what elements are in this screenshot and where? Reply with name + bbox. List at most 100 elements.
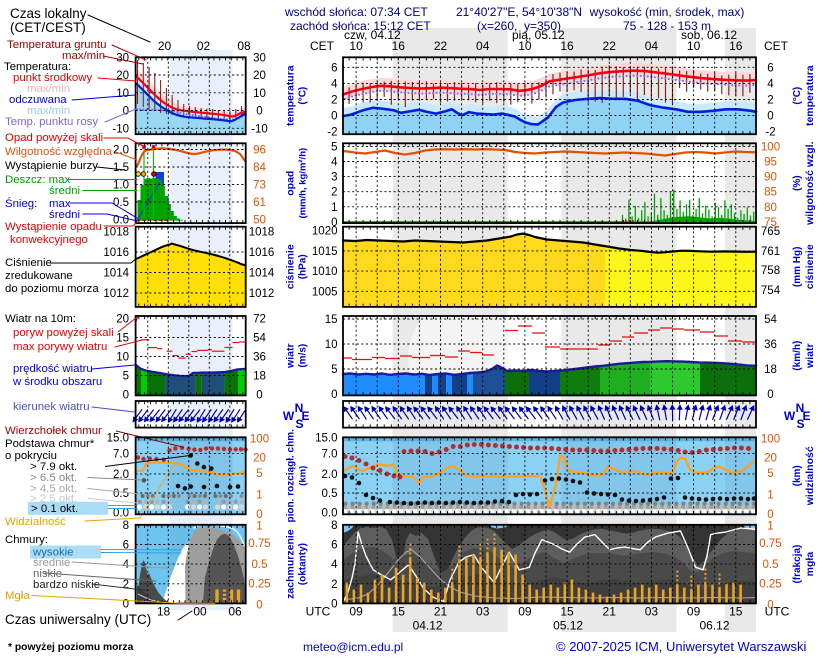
- svg-text:0: 0: [767, 389, 773, 401]
- svg-text:Ciśnienie: Ciśnienie: [5, 257, 52, 269]
- svg-text:04.12: 04.12: [413, 619, 443, 633]
- svg-text:0: 0: [256, 509, 262, 521]
- svg-text:02: 02: [197, 39, 211, 53]
- svg-text:konwekcyjnego: konwekcyjnego: [10, 234, 88, 246]
- svg-text:15: 15: [729, 605, 743, 619]
- svg-text:1020: 1020: [312, 226, 338, 238]
- svg-text:wysokość (min, środek, max): wysokość (min, środek, max): [589, 5, 745, 19]
- svg-text:-2: -2: [327, 127, 337, 139]
- svg-text:(oktanty): (oktanty): [298, 543, 309, 585]
- svg-text:wiatr: wiatr: [804, 343, 816, 369]
- svg-text:max porywy wiatru: max porywy wiatru: [13, 341, 107, 353]
- svg-text:(x=260, y=350): (x=260, y=350): [477, 19, 561, 33]
- svg-text:765: 765: [761, 226, 780, 238]
- svg-text:21: 21: [434, 605, 448, 619]
- svg-text:03: 03: [645, 605, 659, 619]
- svg-text:1012: 1012: [103, 288, 129, 300]
- svg-text:6: 6: [767, 62, 773, 74]
- svg-text:2.0: 2.0: [322, 469, 338, 481]
- svg-text:0: 0: [331, 111, 337, 123]
- svg-text:03: 03: [476, 605, 490, 619]
- svg-text:2: 2: [331, 579, 337, 591]
- svg-text:1012: 1012: [249, 288, 275, 300]
- svg-text:73: 73: [253, 180, 266, 192]
- svg-text:0: 0: [767, 509, 773, 521]
- svg-text:84: 84: [253, 162, 266, 174]
- svg-text:(hPa): (hPa): [298, 254, 309, 279]
- svg-text:(mm/h, kg/m²/h): (mm/h, kg/m²/h): [298, 148, 309, 219]
- svg-text:wschód słońca: 07:34 CET: wschód słońca: 07:34 CET: [284, 5, 428, 19]
- svg-text:W: W: [283, 409, 295, 423]
- svg-text:80: 80: [764, 202, 777, 214]
- svg-text:Opad powyżej skali: Opad powyżej skali: [5, 132, 103, 144]
- svg-text:2: 2: [331, 187, 337, 199]
- svg-text:1: 1: [331, 202, 337, 214]
- svg-text:CET: CET: [310, 39, 335, 53]
- svg-text:36: 36: [764, 339, 777, 351]
- svg-text:zredukowane: zredukowane: [5, 270, 73, 282]
- svg-text:wiatr: wiatr: [285, 343, 297, 369]
- svg-text:(°C): (°C): [298, 87, 309, 105]
- svg-text:09: 09: [349, 605, 363, 619]
- svg-text:0.75: 0.75: [759, 538, 781, 550]
- svg-text:100: 100: [761, 433, 780, 445]
- svg-text:0: 0: [256, 106, 262, 118]
- svg-text:1016: 1016: [103, 247, 129, 259]
- svg-text:10: 10: [116, 88, 129, 100]
- svg-text:18: 18: [764, 364, 777, 376]
- svg-text:10: 10: [253, 88, 266, 100]
- svg-text:ciśnienie: ciśnienie: [285, 244, 297, 289]
- svg-text:20: 20: [764, 452, 777, 464]
- svg-text:1.5: 1.5: [113, 162, 129, 174]
- svg-text:1015: 1015: [312, 246, 338, 258]
- svg-text:(frakcja): (frakcja): [792, 545, 803, 584]
- svg-text:50: 50: [253, 215, 266, 227]
- svg-text:Śnieg:: Śnieg:: [5, 197, 37, 210]
- svg-text:0.5: 0.5: [322, 488, 338, 500]
- svg-text:90: 90: [764, 172, 777, 184]
- svg-text:1: 1: [767, 490, 773, 502]
- svg-text:54: 54: [253, 333, 266, 345]
- svg-text:* powyżej poziomu morza: * powyżej poziomu morza: [8, 642, 134, 653]
- svg-text:1.0: 1.0: [113, 180, 129, 192]
- svg-text:2: 2: [123, 579, 129, 591]
- svg-text:1018: 1018: [249, 227, 275, 239]
- svg-text:08: 08: [237, 39, 251, 53]
- svg-text:Mgła: Mgła: [5, 590, 30, 602]
- svg-text:15: 15: [560, 605, 574, 619]
- svg-text:-2: -2: [765, 127, 775, 139]
- svg-text:0.5: 0.5: [113, 197, 129, 209]
- svg-text:3: 3: [331, 172, 337, 184]
- svg-text:UTC: UTC: [306, 605, 331, 619]
- svg-text:00: 00: [193, 605, 207, 619]
- svg-text:wilgotność wzgl.: wilgotność wzgl.: [804, 141, 816, 225]
- svg-text:(km/h): (km/h): [792, 341, 803, 371]
- svg-text:(%): (%): [792, 175, 803, 191]
- svg-text:0.0: 0.0: [113, 508, 129, 520]
- svg-text:5: 5: [767, 468, 773, 480]
- svg-text:1: 1: [256, 521, 262, 533]
- svg-text:0: 0: [256, 390, 262, 402]
- svg-text:(CET/CEST): (CET/CEST): [10, 20, 86, 35]
- svg-text:8: 8: [331, 520, 337, 532]
- svg-text:0.5: 0.5: [113, 488, 129, 500]
- svg-text:06.12: 06.12: [699, 619, 729, 633]
- svg-text:5: 5: [331, 141, 337, 153]
- svg-text:E: E: [301, 409, 309, 423]
- svg-text:0: 0: [123, 390, 129, 402]
- svg-text:20: 20: [158, 39, 172, 53]
- svg-text:4: 4: [331, 157, 338, 169]
- svg-text:Chmury:: Chmury:: [5, 534, 48, 546]
- svg-text:2.0: 2.0: [113, 145, 129, 157]
- svg-text:754: 754: [761, 285, 781, 297]
- svg-text:(°C): (°C): [792, 87, 803, 105]
- svg-text:54: 54: [764, 314, 777, 326]
- svg-text:-10: -10: [112, 123, 129, 135]
- svg-text:8: 8: [123, 520, 129, 532]
- svg-text:bardzo niskie: bardzo niskie: [33, 579, 100, 591]
- svg-text:> 0.1 okt.: > 0.1 okt.: [31, 503, 78, 515]
- svg-text:Wystąpienie opadu: Wystąpienie opadu: [5, 221, 102, 233]
- svg-text:18: 18: [157, 605, 171, 619]
- svg-text:średni: średni: [49, 209, 80, 221]
- svg-text:7.0: 7.0: [322, 448, 338, 460]
